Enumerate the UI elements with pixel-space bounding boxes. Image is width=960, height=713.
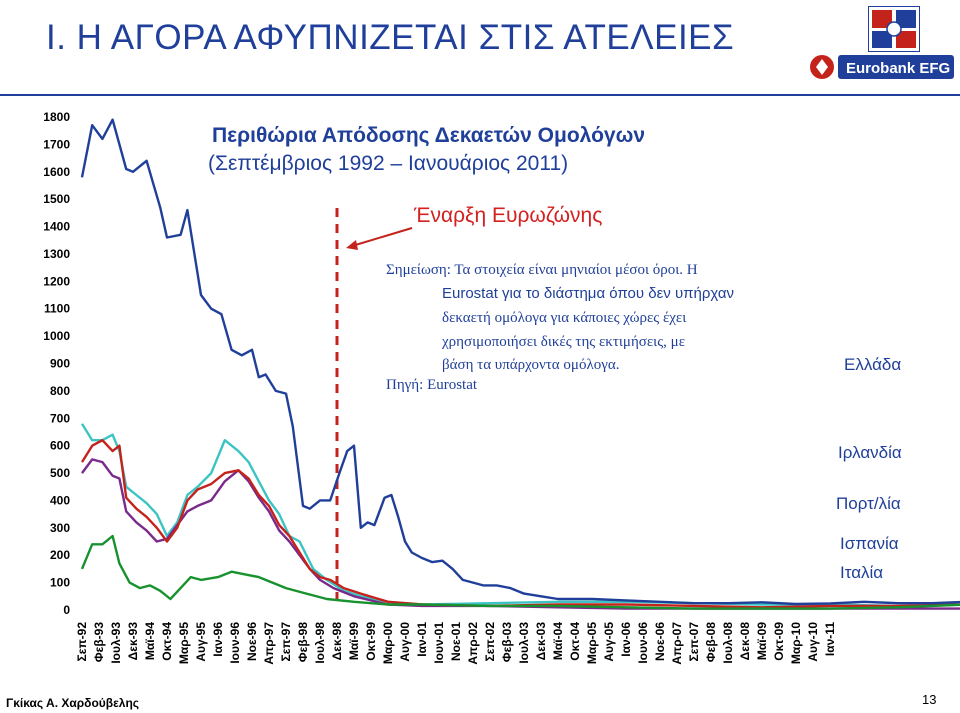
x-tick-label: Νοε-96 [245,622,259,661]
x-tick-label: Φεβ-98 [296,622,310,663]
y-axis-ticks: 0 100 200 300 400 500 600 700 800 900 1000 1100 1200… [43,110,70,617]
x-tick-label: Απρ-02 [466,622,480,665]
series-lines [80,118,960,610]
x-tick-label: Ιουλ-03 [517,622,531,664]
annotation-arrow [351,227,413,247]
y-tick-label: 500 [50,466,70,480]
x-tick-label: Αυγ-05 [602,622,616,662]
x-tick-label: Ιαν-11 [823,622,837,656]
y-tick-label: 1800 [43,110,70,124]
x-tick-label: Μαρ-05 [585,622,599,664]
university-seal-logo [868,6,920,52]
x-tick-label: Ιουν-96 [228,622,242,664]
x-tick-label: Νοε-01 [449,622,463,661]
x-tick-label: Μαρ-95 [177,622,191,664]
chart-subtitle: (Σεπτέμβριος 1992 – Ιανουάριος 2011) [208,152,568,175]
page-number: 13 [922,692,937,707]
x-tick-label: Απρ-97 [262,622,276,665]
legend-greece: Ελλάδα [844,355,901,374]
series-line-2 [80,439,960,609]
legend-italy: Ιταλία [840,563,883,582]
y-tick-label: 900 [50,357,70,371]
y-tick-label: 600 [50,439,70,453]
x-tick-label: Οκτ-99 [364,622,378,661]
x-tick-label: Ιαν-06 [619,622,633,657]
note-line-2: Eurostat για το διάστημα όπου δεν υπήρχα… [442,285,734,302]
x-tick-label: Σεπ-07 [687,622,701,662]
x-tick-label: Ιουν-06 [636,622,650,664]
x-tick-label: Μαϊ-09 [755,622,769,660]
x-tick-label: Σεπ-92 [75,622,89,662]
note-line-4: χρησιμοποιήσει δικές της εκτιμήσεις, με [441,334,685,350]
y-tick-label: 1000 [43,329,70,343]
title-rule [0,94,960,96]
x-tick-label: Αυγ-00 [398,622,412,662]
x-tick-label: Αυγ-95 [194,622,208,662]
x-tick-label: Μαϊ-94 [143,622,157,660]
slide-title: I. Η ΑΓΟΡΑ ΑΦΥΠΝΙΖΕΤΑΙ ΣΤΙΣ ΑΤΕΛΕΙΕΣ [46,18,735,57]
x-tick-label: Δεκ-98 [330,622,344,661]
x-tick-label: Μαρ-00 [381,622,395,664]
x-tick-label: Ιαν-96 [211,622,225,657]
note-line-3: δεκαετή ομόλογα για κάποιες χώρες έχει [442,310,686,326]
x-tick-label: Σεπ-02 [483,622,497,662]
x-axis-ticks: Σεπ-92 Φεβ-93 Ιουλ-93 Δεκ-93 Μαϊ-94 Οκτ-94 Μαρ… [75,622,837,665]
x-tick-label: Φεβ-08 [704,622,718,663]
legend-ireland: Ιρλανδία [838,443,902,462]
series-line-0 [80,118,960,606]
y-tick-label: 1700 [43,137,70,151]
chart-title: Περιθώρια Απόδοσης Δεκαετών Ομολόγων [212,124,645,147]
x-tick-label: Οκτ-94 [160,622,174,661]
spread-chart: 0 100 200 300 400 500 600 700 800 900 1000 1100 1200… [43,110,960,665]
source-line: Πηγή: Eurostat [386,377,478,393]
legend-spain: Ισπανία [840,534,899,553]
x-tick-label: Δεκ-93 [126,622,140,661]
annotation-arrowhead [346,240,358,250]
x-tick-label: Μαϊ-04 [551,622,565,660]
y-tick-label: 800 [50,384,70,398]
series-line-1 [80,534,960,610]
x-tick-label: Δεκ-03 [534,622,548,661]
y-tick-label: 1300 [43,247,70,261]
note-line-1: Σημείωση: Τα στοιχεία είναι μηνιαίοι μέσ… [386,262,698,278]
x-tick-label: Μαϊ-99 [347,622,361,660]
svg-text:Eurobank EFG: Eurobank EFG [846,60,950,77]
y-tick-label: 400 [50,493,70,507]
x-tick-label: Φεβ-93 [92,622,106,663]
y-tick-label: 1500 [43,192,70,206]
x-tick-label: Ιουλ-98 [313,622,327,664]
x-tick-label: Σεπ-97 [279,622,293,662]
y-tick-label: 700 [50,411,70,425]
y-tick-label: 1600 [43,165,70,179]
y-tick-label: 0 [63,603,70,617]
y-tick-label: 1100 [44,302,70,316]
eurozone-annotation: Έναρξη Ευρωζώνης [413,204,602,227]
series-line-4 [80,423,960,608]
y-tick-label: 300 [50,521,70,535]
x-tick-label: Μαρ-10 [789,622,803,664]
y-tick-label: 1200 [43,274,70,288]
x-tick-label: Οκτ-09 [772,622,786,661]
x-tick-label: Οκτ-04 [568,622,582,661]
x-tick-label: Ιουν-01 [432,622,446,664]
note-line-5: βάση τα υπάρχοντα ομόλογα. [442,357,619,373]
x-tick-label: Ιουλ-08 [721,622,735,664]
y-tick-label: 200 [50,548,70,562]
author-name: Γκίκας Α. Χαρδούβελης [6,696,140,710]
x-tick-label: Ιαν-01 [415,622,429,657]
x-tick-label: Νοε-06 [653,622,667,661]
x-tick-label: Αυγ-10 [806,622,820,662]
eurobank-logo: Eurobank EFG [810,55,954,79]
y-tick-label: 1400 [43,220,70,234]
x-tick-label: Απρ-07 [670,622,684,665]
x-tick-label: Φεβ-03 [500,622,514,663]
legend-portugal: Πορτ/λία [836,494,901,513]
x-tick-label: Ιουλ-93 [109,622,123,664]
x-tick-label: Δεκ-08 [738,622,752,661]
y-tick-label: 100 [50,576,70,590]
